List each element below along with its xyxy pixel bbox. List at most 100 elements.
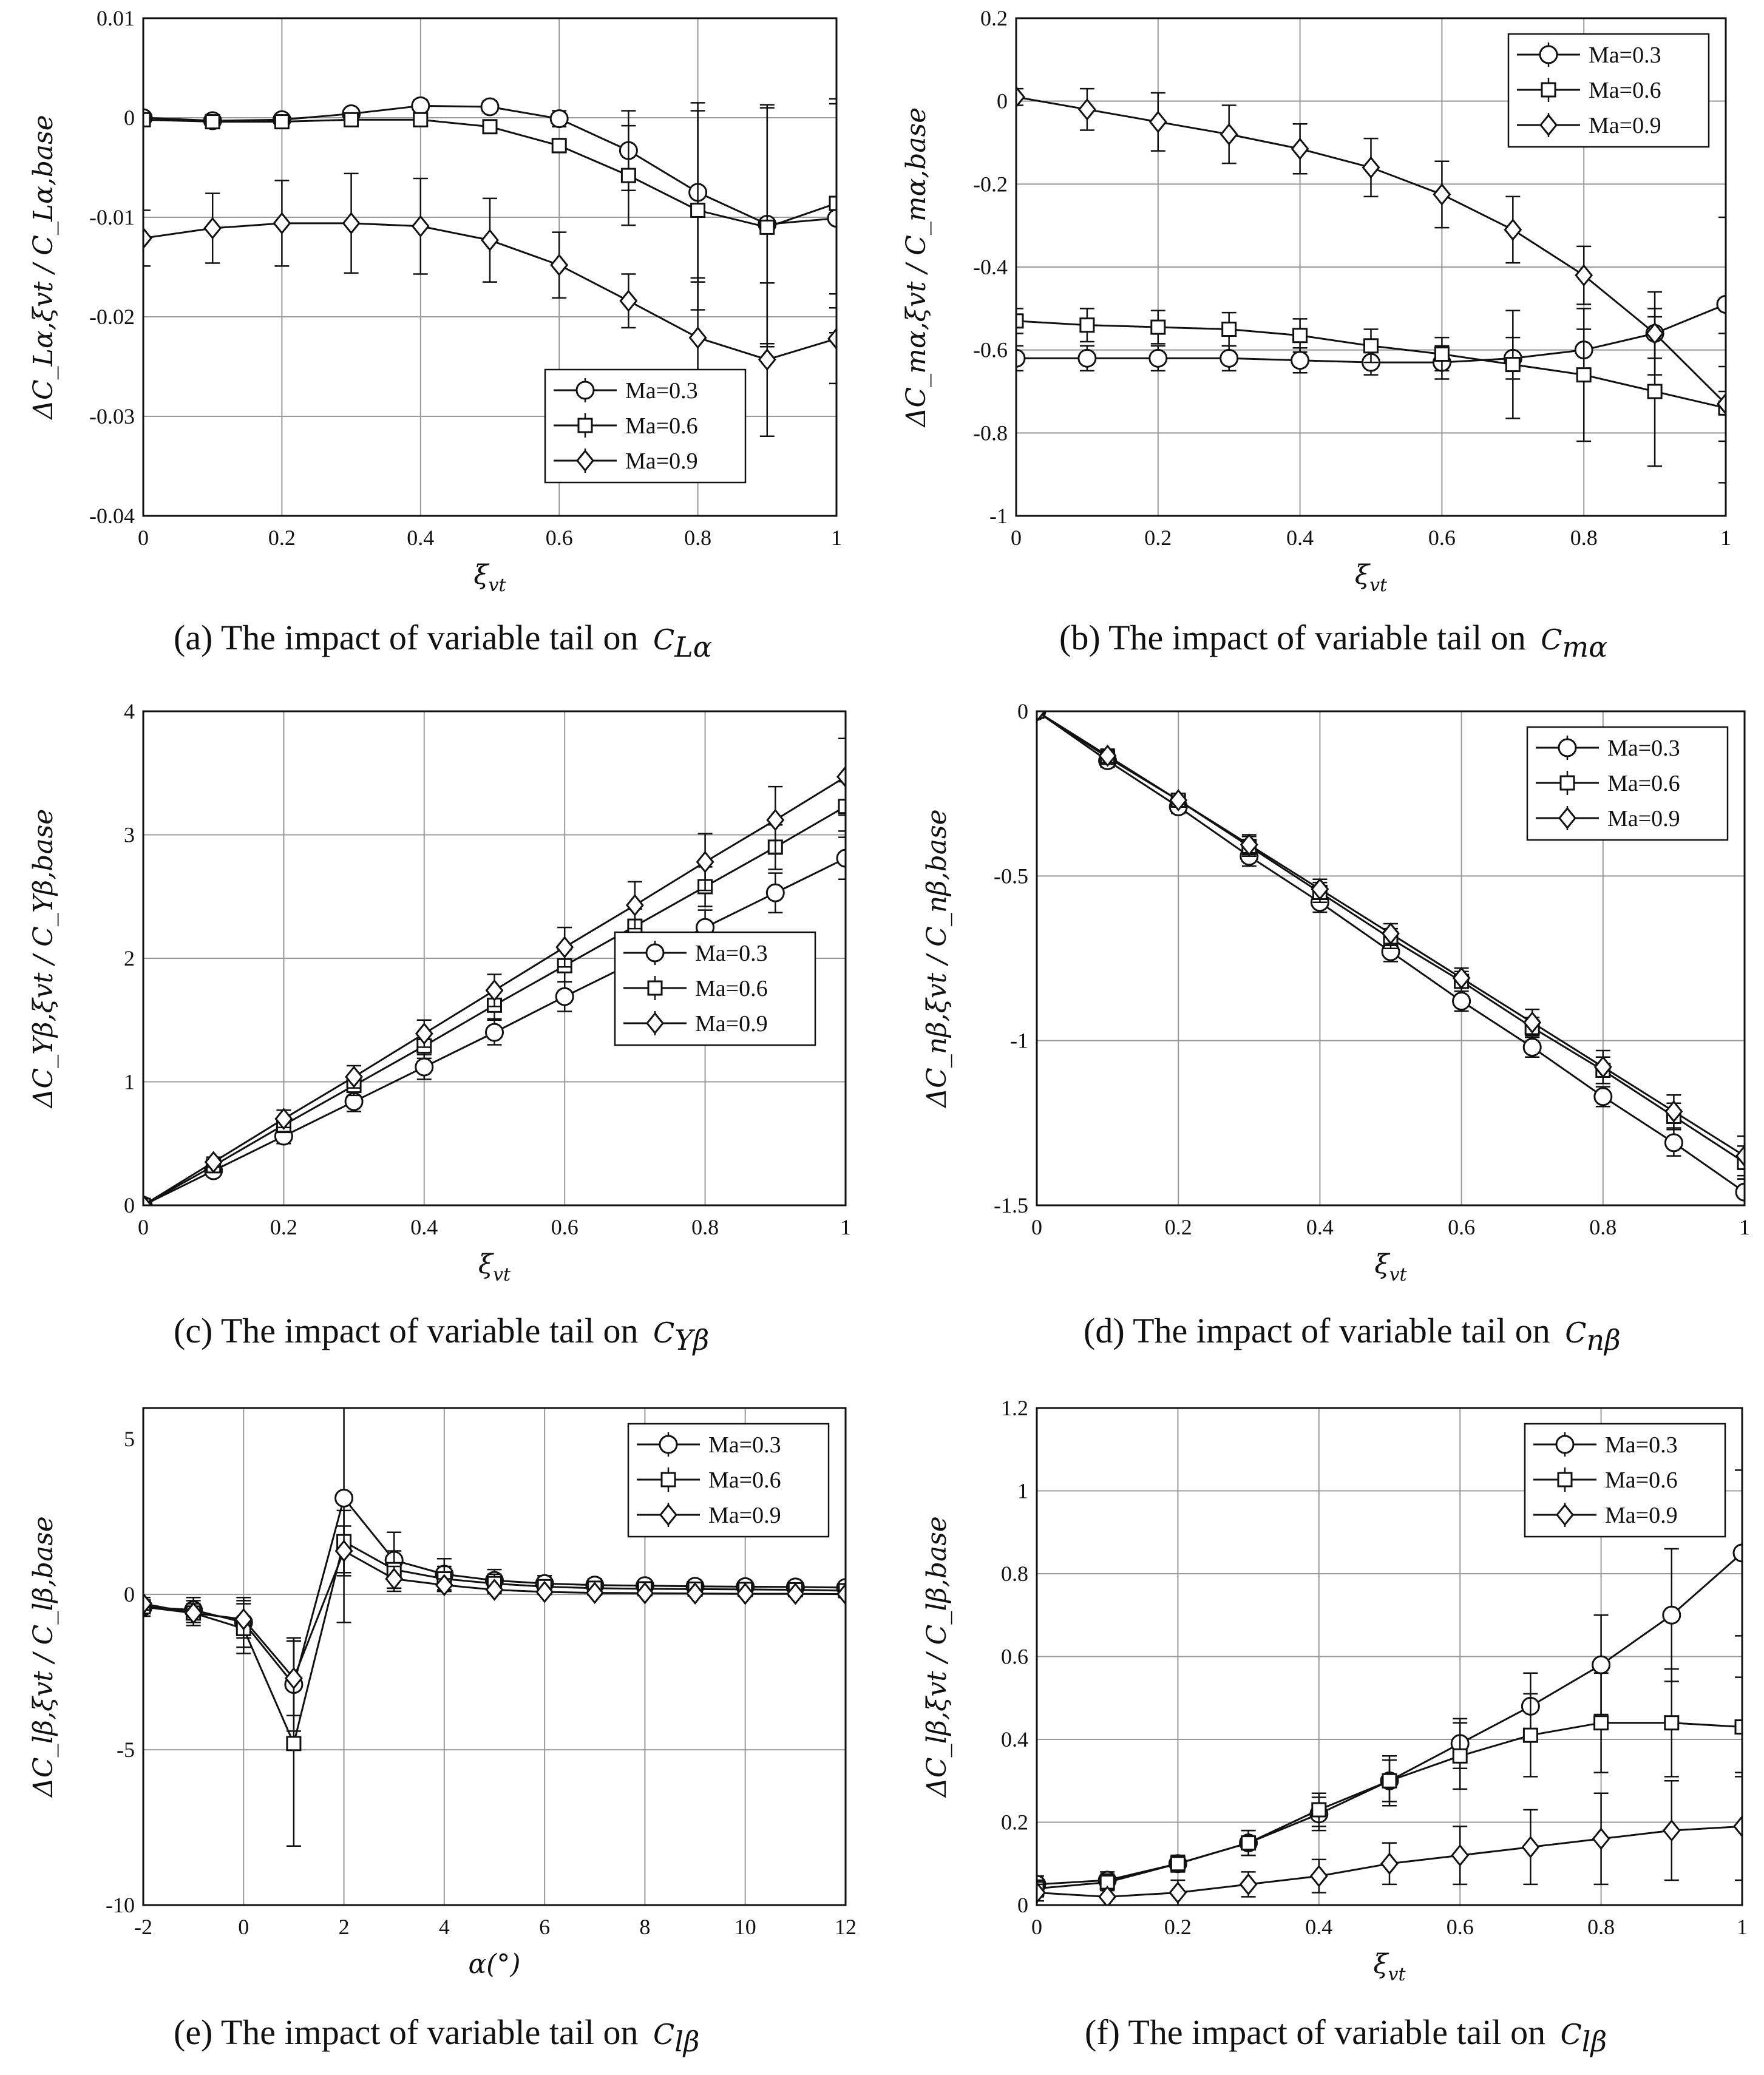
legend-label: Ma=0.6	[1589, 78, 1661, 103]
legend-marker	[1556, 1503, 1574, 1526]
x-tick-label: 0	[1011, 526, 1022, 550]
data-point	[1077, 98, 1096, 121]
data-point	[274, 114, 290, 130]
data-point	[1291, 351, 1310, 370]
data-point	[1647, 384, 1663, 399]
data-point	[1241, 1835, 1257, 1851]
data-point	[1735, 1182, 1745, 1202]
y-tick-label: 4	[124, 699, 135, 723]
data-point	[636, 1582, 654, 1605]
data-point	[1098, 1885, 1117, 1905]
data-point	[1734, 1719, 1742, 1735]
data-point	[143, 112, 151, 127]
panel-caption: (e) The impact of variable tail on Clβ	[174, 2012, 700, 2058]
chart-panel-e: -2 0 2 4 6 8 10 12 -10 -5 0 5 Ma=0.3 Ma=0.6 Ma=0.9 α(°)…	[28, 1407, 857, 2058]
legend-label: Ma=0.9	[625, 449, 698, 474]
data-point	[273, 212, 291, 235]
caption-symbol: C	[1541, 623, 1562, 656]
plot-frame	[142, 17, 838, 517]
x-axis-label: ξvt	[1374, 1249, 1407, 1285]
data-point	[286, 1736, 302, 1752]
legend-marker	[647, 980, 663, 996]
legend-label: Ma=0.9	[1607, 806, 1680, 831]
data-point	[1382, 922, 1400, 945]
data-point	[836, 848, 846, 868]
panel-caption: (d) The impact of variable tail on Cnβ	[1084, 1311, 1621, 1356]
series-ma-0-6	[1037, 1668, 1742, 1898]
data-point	[765, 883, 785, 902]
data-point	[1221, 322, 1237, 337]
panel-caption: (a) The impact of variable tail on CLα	[174, 618, 712, 663]
data-point	[555, 936, 574, 959]
x-tick-label: 0.6	[1447, 1915, 1474, 1939]
x-axis-label: ξvt	[1355, 560, 1388, 596]
data-point	[836, 1583, 846, 1605]
data-point	[766, 808, 785, 831]
data-point	[1735, 1145, 1745, 1167]
data-point	[827, 209, 836, 228]
legend-marker	[1558, 738, 1577, 757]
x-tick-label: 1	[831, 526, 842, 550]
data-point	[1662, 1819, 1681, 1842]
x-tick-label: 2	[339, 1915, 350, 1939]
data-point	[1732, 1543, 1742, 1563]
x-tick-label: 6	[539, 1915, 550, 1939]
data-point	[1170, 1856, 1186, 1872]
y-tick-label: 0.2	[1001, 1810, 1028, 1835]
plot-frame	[142, 710, 847, 1207]
data-point	[1733, 1815, 1742, 1838]
data-point	[1664, 1133, 1683, 1153]
legend-label: Ma=0.6	[625, 413, 698, 439]
x-tick-label: 0	[238, 1915, 249, 1939]
data-point	[485, 1579, 504, 1601]
x-axis-label: ξvt	[1373, 1949, 1406, 1985]
legend-marker	[577, 418, 593, 433]
series-ma-0-9	[1016, 86, 1726, 442]
data-point	[1505, 357, 1521, 373]
y-tick-label: 1	[124, 1070, 135, 1094]
x-tick-label: 10	[734, 1915, 756, 1939]
legend-marker	[1539, 113, 1558, 137]
y-tick-label: 0	[1017, 1893, 1028, 1917]
data-point	[1309, 1864, 1328, 1887]
y-tick-label: 0	[124, 1193, 135, 1217]
x-tick-label: 0.6	[1448, 1215, 1475, 1239]
chart-panel-f: 0 0.2 0.4 0.6 0.8 100.20.40.60.811.2Ma=0.3Ma=…	[921, 1396, 1748, 2058]
caption-symbol-sub: lβ	[1582, 2025, 1607, 2058]
panel-caption: (c) The impact of variable tail on CYβ	[174, 1311, 709, 1356]
x-tick-label: -2	[134, 1915, 152, 1939]
y-tick-label: 2	[124, 946, 135, 970]
x-tick-label: 8	[639, 1915, 650, 1939]
x-tick-label: 0.6	[1428, 526, 1456, 550]
data-point	[345, 1065, 364, 1088]
chart-panel-a: 0 0.2 0.4 0.6 0.8 1 -0.04 -0.03 -0.02 -0.01 0 0.01 M…	[28, 6, 842, 663]
data-point	[1452, 1748, 1468, 1764]
data-point	[555, 987, 574, 1006]
legend-marker	[646, 1012, 664, 1035]
data-point	[1521, 1836, 1540, 1858]
x-axis-label-main: ξ	[1374, 1249, 1391, 1280]
data-point	[143, 227, 152, 249]
data-point	[1079, 317, 1095, 333]
legend-marker	[575, 381, 595, 400]
y-tick-label: -1	[989, 504, 1008, 528]
x-axis-label-main: ξ	[473, 560, 490, 591]
legend: Ma=0.3 Ma=0.6 Ma=0.9	[627, 1423, 830, 1538]
x-tick-label: 1	[1720, 526, 1731, 550]
panel-caption: (f) The impact of variable tail on Clβ	[1085, 2012, 1607, 2058]
y-tick-label: -5	[117, 1738, 135, 1762]
legend-marker	[1541, 82, 1556, 98]
y-tick-label: 0	[124, 106, 135, 130]
x-tick-label: 0	[1031, 1215, 1042, 1239]
y-tick-label: -0.01	[89, 205, 135, 229]
data-point	[1662, 1605, 1681, 1625]
data-point	[485, 979, 504, 1002]
data-point	[482, 119, 498, 135]
x-axis-label: ξvt	[473, 560, 506, 596]
data-point	[334, 1488, 354, 1508]
data-point	[342, 212, 361, 235]
x-axis-label-sub: vt	[1388, 1964, 1406, 1985]
data-layer	[143, 96, 836, 438]
y-tick-label: -0.04	[89, 504, 135, 528]
caption-symbol: C	[653, 2018, 674, 2051]
